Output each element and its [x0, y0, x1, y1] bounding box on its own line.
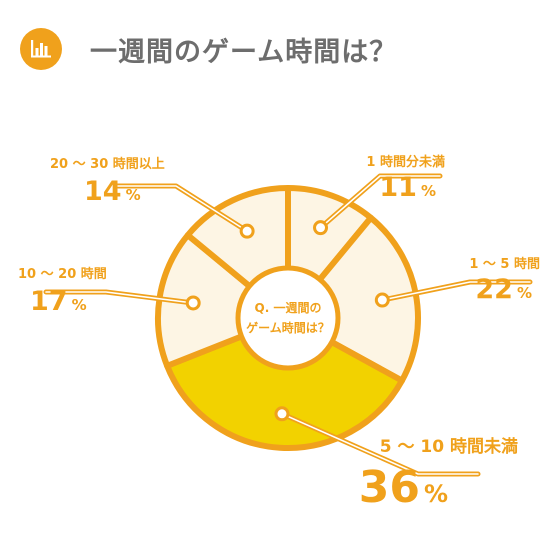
- slice-value: 22%: [475, 274, 532, 305]
- leader-dot: [313, 220, 329, 236]
- center-label-line: ゲーム時間は？: [246, 320, 330, 335]
- leader-dot: [185, 295, 201, 311]
- leader-line-inner: [319, 175, 441, 229]
- slice-label: 1 ～ 5 時間: [469, 256, 540, 272]
- slice-label: 5 ～ 10 時間未満: [380, 436, 518, 457]
- slice-value: 11%: [379, 172, 436, 203]
- slice-value: 14%: [84, 176, 141, 207]
- slice-value: 36%: [359, 462, 448, 513]
- header: 一週間のゲーム時間は？: [20, 26, 397, 72]
- leader-line-inner: [115, 185, 248, 232]
- leader-dot: [274, 406, 290, 422]
- leader-dot: [374, 292, 390, 308]
- slice-value: 17%: [30, 286, 87, 317]
- slice-label: 20 ～ 30 時間以上: [50, 156, 165, 172]
- center-label-line: Q. 一週間の: [255, 300, 322, 315]
- leader-line-inner: [381, 281, 531, 301]
- bar-chart-icon: [20, 28, 62, 70]
- slice-label: 10 ～ 20 時間: [18, 266, 107, 282]
- pie-slice-5-10h: [164, 315, 405, 451]
- center-circle: [235, 265, 341, 371]
- leader-line-inner: [45, 291, 194, 304]
- page-title: 一週間のゲーム時間は？: [90, 36, 398, 68]
- leader-line-inner: [281, 413, 479, 475]
- slice-label: 1 時間分未満: [366, 154, 445, 170]
- leader-dot: [239, 223, 255, 239]
